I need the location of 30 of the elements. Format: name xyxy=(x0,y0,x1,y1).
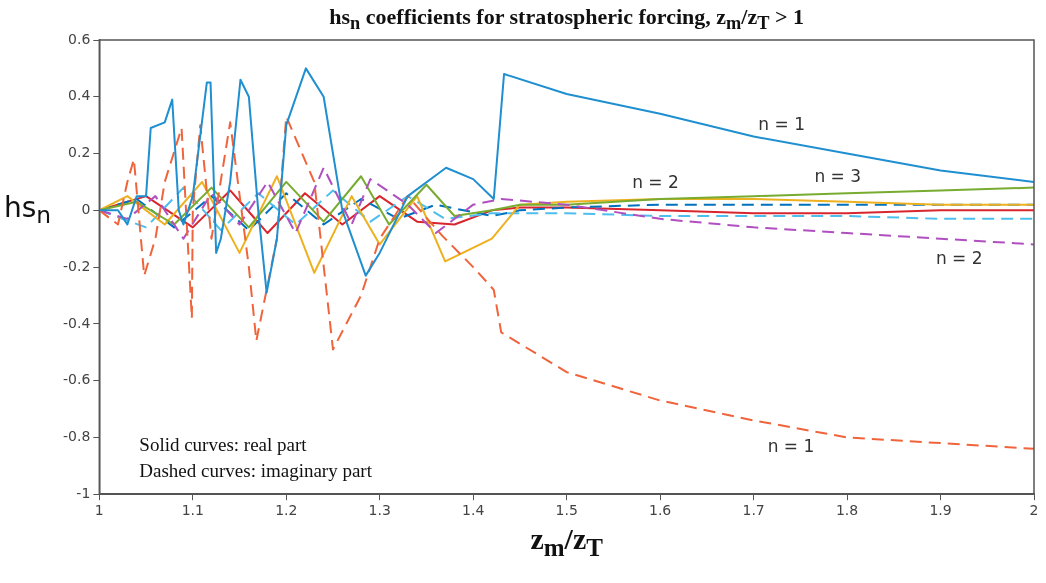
y-tick-label: -0.8 xyxy=(62,428,91,445)
x-axis-title: z$_{m}$/z$_{T}$ xyxy=(530,522,603,563)
annotation: Solid curves: real part xyxy=(139,434,307,457)
x-tick-label: 1.5 xyxy=(555,502,578,519)
y-tick-label: -1 xyxy=(76,484,91,501)
x-tick-label: 1.6 xyxy=(648,502,672,519)
y-axis-title: hs$_{n}$ xyxy=(4,191,52,230)
x-tick-label: 1.1 xyxy=(181,502,204,519)
x-tick-label: 2 xyxy=(1029,502,1039,519)
series-label: n = 1 xyxy=(767,435,815,456)
chart-title: hs$_{n}$ coefficients for stratospheric forcing, z$_{m}$/z$_{T}$ > 1 xyxy=(329,4,805,35)
y-tick-label: -0.6 xyxy=(62,371,91,388)
x-tick-label: 1.2 xyxy=(275,502,298,519)
series-label: n = 2 xyxy=(632,171,679,192)
y-tick-label: -0.4 xyxy=(62,314,91,331)
y-tick-label: 0.2 xyxy=(68,144,91,161)
y-tick-label: -0.2 xyxy=(62,257,91,274)
x-tick-label: 1.9 xyxy=(929,502,952,519)
series-label: n = 1 xyxy=(758,114,805,135)
annotation: Dashed curves: imaginary part xyxy=(139,460,372,483)
x-tick-label: 1.3 xyxy=(368,502,391,519)
x-tick-label: 1.7 xyxy=(742,502,765,519)
x-tick-label: 1 xyxy=(94,502,104,519)
y-tick-label: 0.6 xyxy=(68,30,91,47)
series-label: n = 3 xyxy=(814,166,862,186)
x-tick-label: 1.4 xyxy=(462,502,485,519)
y-tick-label: 0.4 xyxy=(68,87,91,104)
x-tick-label: 1.8 xyxy=(835,502,859,519)
y-tick-label: 0 xyxy=(81,200,91,217)
series-label: n = 2 xyxy=(935,248,983,269)
